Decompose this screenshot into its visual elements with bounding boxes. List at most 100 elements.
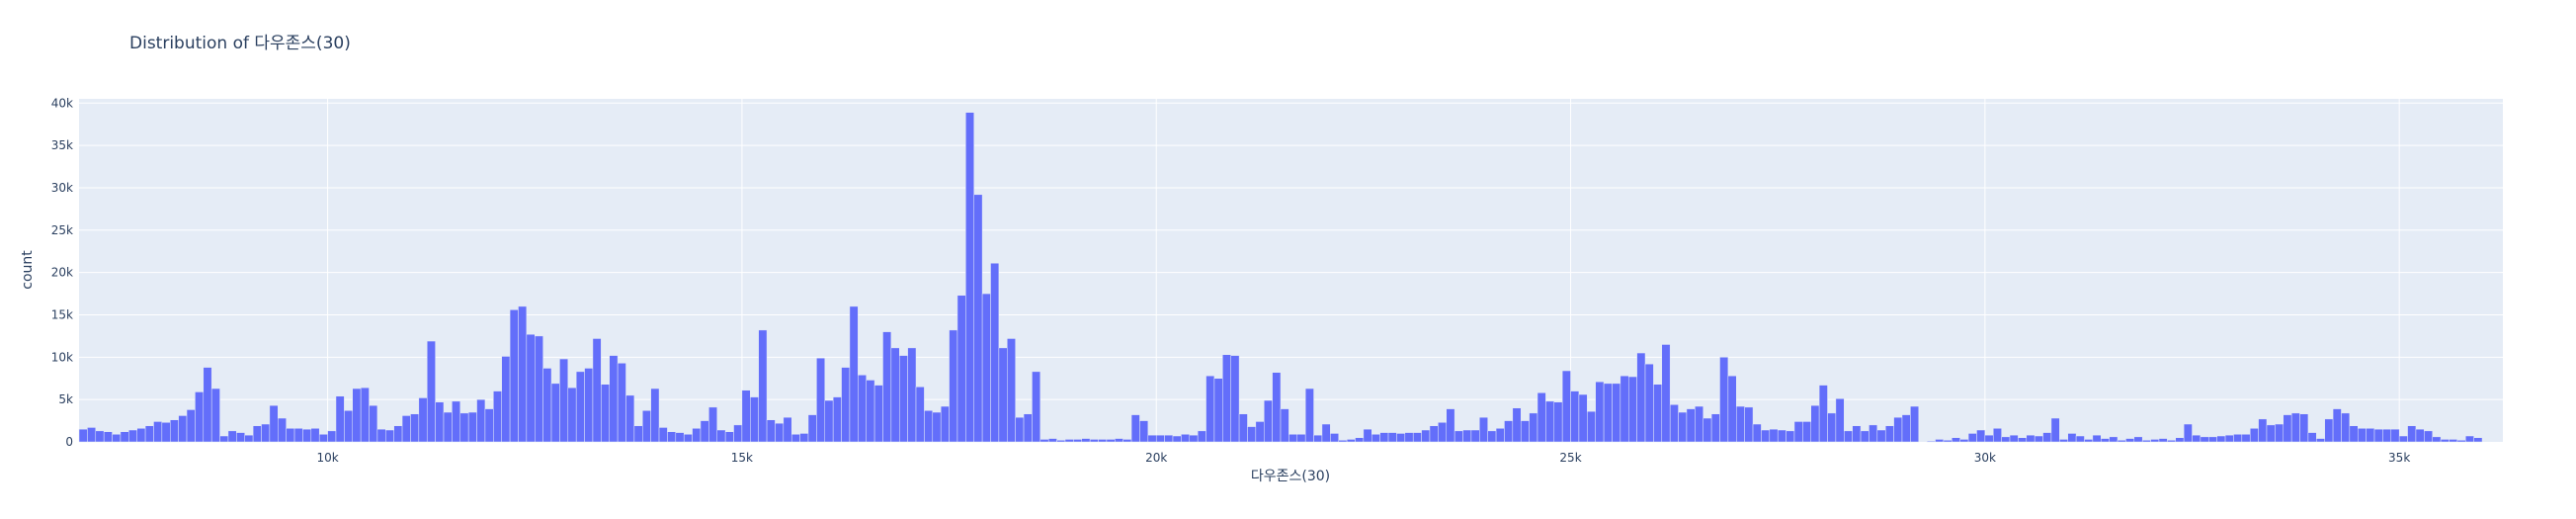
histogram-bar[interactable] — [1769, 428, 1779, 443]
histogram-bar[interactable] — [1280, 408, 1289, 443]
histogram-bar[interactable] — [1330, 433, 1339, 443]
histogram-bar[interactable] — [1355, 437, 1365, 443]
histogram-bar[interactable] — [203, 367, 212, 443]
histogram-bar[interactable] — [783, 416, 792, 443]
histogram-bar[interactable] — [1786, 430, 1795, 443]
histogram-bar[interactable] — [1959, 439, 1969, 443]
histogram-bar[interactable] — [775, 422, 785, 443]
histogram-bar[interactable] — [542, 368, 552, 443]
histogram-bar[interactable] — [1247, 426, 1257, 443]
histogram-bar[interactable] — [1230, 355, 1240, 443]
histogram-bar[interactable] — [1023, 413, 1033, 443]
histogram-bar[interactable] — [949, 329, 958, 443]
histogram-bar[interactable] — [1529, 412, 1538, 443]
histogram-bar[interactable] — [2183, 423, 2193, 443]
histogram-bar[interactable] — [1106, 439, 1116, 443]
histogram-bar[interactable] — [136, 428, 146, 443]
histogram-bar[interactable] — [2324, 418, 2334, 443]
histogram-bar[interactable] — [2332, 408, 2342, 443]
histogram-bar[interactable] — [2275, 423, 2285, 443]
histogram-bar[interactable] — [898, 355, 908, 443]
histogram-bar[interactable] — [2449, 439, 2458, 443]
histogram-bar[interactable] — [1222, 354, 1231, 443]
histogram-bar[interactable] — [1363, 428, 1372, 443]
histogram-bar[interactable] — [1115, 438, 1123, 443]
histogram-bar[interactable] — [244, 434, 254, 443]
histogram-bar[interactable] — [1935, 439, 1945, 443]
histogram-bar[interactable] — [790, 434, 800, 443]
histogram-bar[interactable] — [501, 356, 511, 443]
histogram-bar[interactable] — [310, 428, 320, 443]
histogram-bar[interactable] — [998, 347, 1008, 443]
histogram-bar[interactable] — [1852, 425, 1862, 443]
histogram-bar[interactable] — [584, 368, 594, 443]
histogram-bar[interactable] — [1495, 428, 1505, 443]
histogram-bar[interactable] — [2266, 424, 2276, 443]
histogram-bar[interactable] — [169, 419, 179, 443]
histogram-bar[interactable] — [401, 415, 411, 443]
histogram-bar[interactable] — [518, 305, 528, 443]
histogram-bar[interactable] — [2233, 434, 2243, 443]
histogram-bar[interactable] — [824, 399, 834, 443]
histogram-bar[interactable] — [2101, 438, 2110, 443]
histogram-bar[interactable] — [700, 420, 709, 443]
histogram-bar[interactable] — [2075, 435, 2085, 443]
histogram-bar[interactable] — [2050, 417, 2060, 443]
histogram-bar[interactable] — [1454, 430, 1463, 443]
histogram-bar[interactable] — [1578, 393, 1588, 443]
histogram-bar[interactable] — [195, 391, 205, 443]
histogram-bar[interactable] — [1884, 425, 1894, 443]
histogram-bar[interactable] — [2084, 439, 2094, 443]
histogram-bar[interactable] — [1272, 372, 1282, 443]
histogram-bar[interactable] — [716, 429, 726, 443]
histogram-bar[interactable] — [1081, 438, 1091, 443]
histogram-bar[interactable] — [2026, 434, 2036, 443]
histogram-bar[interactable] — [708, 406, 717, 443]
histogram-bar[interactable] — [484, 408, 494, 443]
histogram-bar[interactable] — [393, 425, 403, 443]
histogram-bar[interactable] — [2241, 434, 2251, 443]
histogram-bar[interactable] — [1039, 439, 1049, 443]
histogram-bar[interactable] — [907, 347, 917, 443]
histogram-bar[interactable] — [2415, 428, 2425, 443]
histogram-bar[interactable] — [858, 375, 867, 443]
histogram-bar[interactable] — [2150, 439, 2160, 443]
histogram-bar[interactable] — [459, 412, 469, 443]
histogram-bar[interactable] — [1155, 434, 1165, 443]
histogram-bar[interactable] — [1164, 434, 1174, 443]
histogram-bar[interactable] — [1446, 408, 1455, 443]
histogram-bar[interactable] — [161, 422, 171, 443]
histogram-bar[interactable] — [1719, 357, 1729, 443]
histogram-bar[interactable] — [2001, 436, 2011, 443]
histogram-bar[interactable] — [1479, 416, 1488, 443]
histogram-bar[interactable] — [956, 295, 966, 443]
histogram-bar[interactable] — [219, 435, 229, 443]
histogram-bar[interactable] — [2382, 428, 2392, 443]
histogram-bar[interactable] — [766, 419, 776, 443]
histogram-bar[interactable] — [1901, 414, 1911, 443]
histogram-bar[interactable] — [369, 404, 378, 443]
histogram-bar[interactable] — [1653, 384, 1663, 443]
histogram-bar[interactable] — [1893, 416, 1903, 443]
histogram-bar[interactable] — [2373, 428, 2383, 443]
histogram-bar[interactable] — [178, 415, 188, 443]
histogram-bar[interactable] — [1412, 432, 1422, 443]
histogram-bar[interactable] — [144, 425, 154, 443]
histogram-bar[interactable] — [1122, 439, 1132, 443]
histogram-bar[interactable] — [1835, 398, 1845, 443]
histogram-bar[interactable] — [87, 427, 97, 443]
histogram-bar[interactable] — [1703, 417, 1712, 443]
histogram-bar[interactable] — [601, 384, 610, 443]
histogram-bar[interactable] — [1752, 423, 1762, 443]
histogram-bar[interactable] — [376, 428, 386, 443]
histogram-bar[interactable] — [103, 431, 113, 443]
histogram-bar[interactable] — [1561, 370, 1571, 443]
histogram-bar[interactable] — [750, 396, 759, 443]
histogram-bar[interactable] — [924, 410, 934, 443]
histogram-bar[interactable] — [526, 333, 536, 443]
histogram-bar[interactable] — [476, 398, 486, 443]
histogram-bar[interactable] — [2059, 439, 2068, 443]
histogram-bar[interactable] — [625, 394, 635, 443]
histogram-bar[interactable] — [675, 432, 685, 443]
histogram-bar[interactable] — [799, 433, 809, 443]
